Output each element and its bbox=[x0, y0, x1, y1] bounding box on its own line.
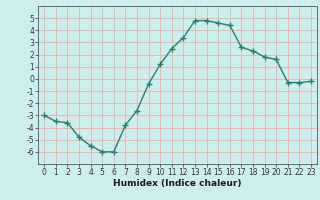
X-axis label: Humidex (Indice chaleur): Humidex (Indice chaleur) bbox=[113, 179, 242, 188]
